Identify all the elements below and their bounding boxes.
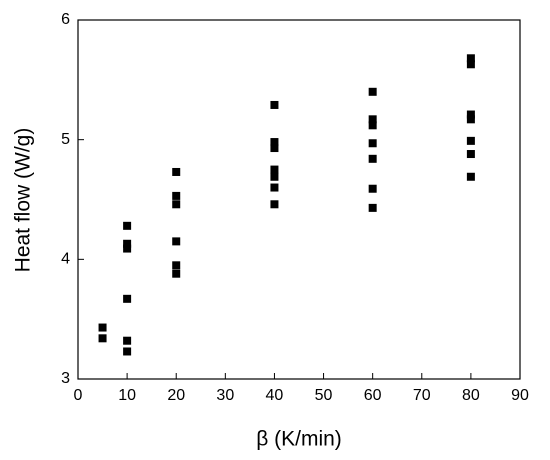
- x-tick-label: 70: [413, 387, 431, 404]
- point: [466, 172, 475, 181]
- point: [466, 115, 475, 124]
- point: [270, 183, 279, 192]
- x-tick-label: 90: [511, 387, 529, 404]
- point: [172, 191, 181, 200]
- x-tick-label: 60: [364, 387, 382, 404]
- point: [368, 184, 377, 193]
- point: [98, 323, 107, 332]
- point: [368, 139, 377, 148]
- point: [270, 200, 279, 209]
- point: [368, 154, 377, 163]
- point: [466, 60, 475, 69]
- point: [172, 200, 181, 209]
- x-tick-label: 30: [216, 387, 234, 404]
- point: [270, 144, 279, 153]
- x-tick-label: 10: [118, 387, 136, 404]
- point: [123, 239, 132, 248]
- point: [466, 136, 475, 145]
- point: [123, 294, 132, 303]
- point: [368, 121, 377, 130]
- point: [466, 54, 475, 63]
- x-tick-label: 0: [74, 387, 83, 404]
- point: [172, 269, 181, 278]
- point: [123, 244, 132, 253]
- y-tick-label: 6: [61, 11, 70, 28]
- point: [172, 261, 181, 270]
- point: [123, 336, 132, 345]
- y-axis-title: Heat flow (W/g): [12, 128, 35, 273]
- x-tick-label: 40: [266, 387, 284, 404]
- point: [270, 172, 279, 181]
- point: [98, 334, 107, 343]
- x-tick-label: 20: [167, 387, 185, 404]
- plot-frame: [77, 19, 521, 380]
- x-tick-label: 50: [315, 387, 333, 404]
- y-tick-label: 5: [61, 131, 70, 148]
- point: [466, 150, 475, 159]
- point: [123, 221, 132, 230]
- x-axis-title: β (K/min): [256, 428, 342, 451]
- point: [466, 110, 475, 119]
- y-tick-label: 3: [61, 370, 70, 387]
- point: [270, 165, 279, 174]
- x-tick-label: 80: [462, 387, 480, 404]
- point: [123, 347, 132, 356]
- point: [368, 203, 377, 212]
- y-tick-label: 4: [61, 251, 70, 268]
- point: [270, 138, 279, 147]
- point: [270, 100, 279, 109]
- point: [368, 87, 377, 96]
- point: [368, 115, 377, 124]
- point: [172, 237, 181, 246]
- point: [172, 167, 181, 176]
